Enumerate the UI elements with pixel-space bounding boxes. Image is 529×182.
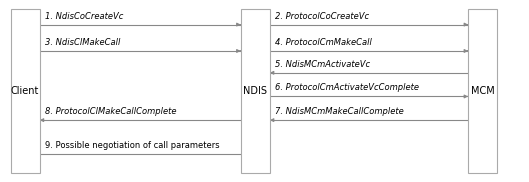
FancyBboxPatch shape xyxy=(241,9,270,173)
Text: 9. Possible negotiation of call parameters: 9. Possible negotiation of call paramete… xyxy=(45,141,220,150)
Text: 6. ProtocolCmActivateVcComplete: 6. ProtocolCmActivateVcComplete xyxy=(275,84,419,92)
Text: 1. NdisCoCreateVc: 1. NdisCoCreateVc xyxy=(45,12,123,21)
Text: Client: Client xyxy=(11,86,39,96)
FancyBboxPatch shape xyxy=(468,9,497,173)
FancyBboxPatch shape xyxy=(11,9,40,173)
Text: 4. ProtocolCmMakeCall: 4. ProtocolCmMakeCall xyxy=(275,38,372,47)
Text: 5. NdisMCmActivateVc: 5. NdisMCmActivateVc xyxy=(275,60,370,69)
Text: MCM: MCM xyxy=(471,86,495,96)
Text: NDIS: NDIS xyxy=(243,86,267,96)
Text: 7. NdisMCmMakeCallComplete: 7. NdisMCmMakeCallComplete xyxy=(275,107,404,116)
Text: 8. ProtocolClMakeCallComplete: 8. ProtocolClMakeCallComplete xyxy=(45,107,177,116)
Text: 3. NdisClMakeCall: 3. NdisClMakeCall xyxy=(45,38,120,47)
Text: 2. ProtocolCoCreateVc: 2. ProtocolCoCreateVc xyxy=(275,12,369,21)
